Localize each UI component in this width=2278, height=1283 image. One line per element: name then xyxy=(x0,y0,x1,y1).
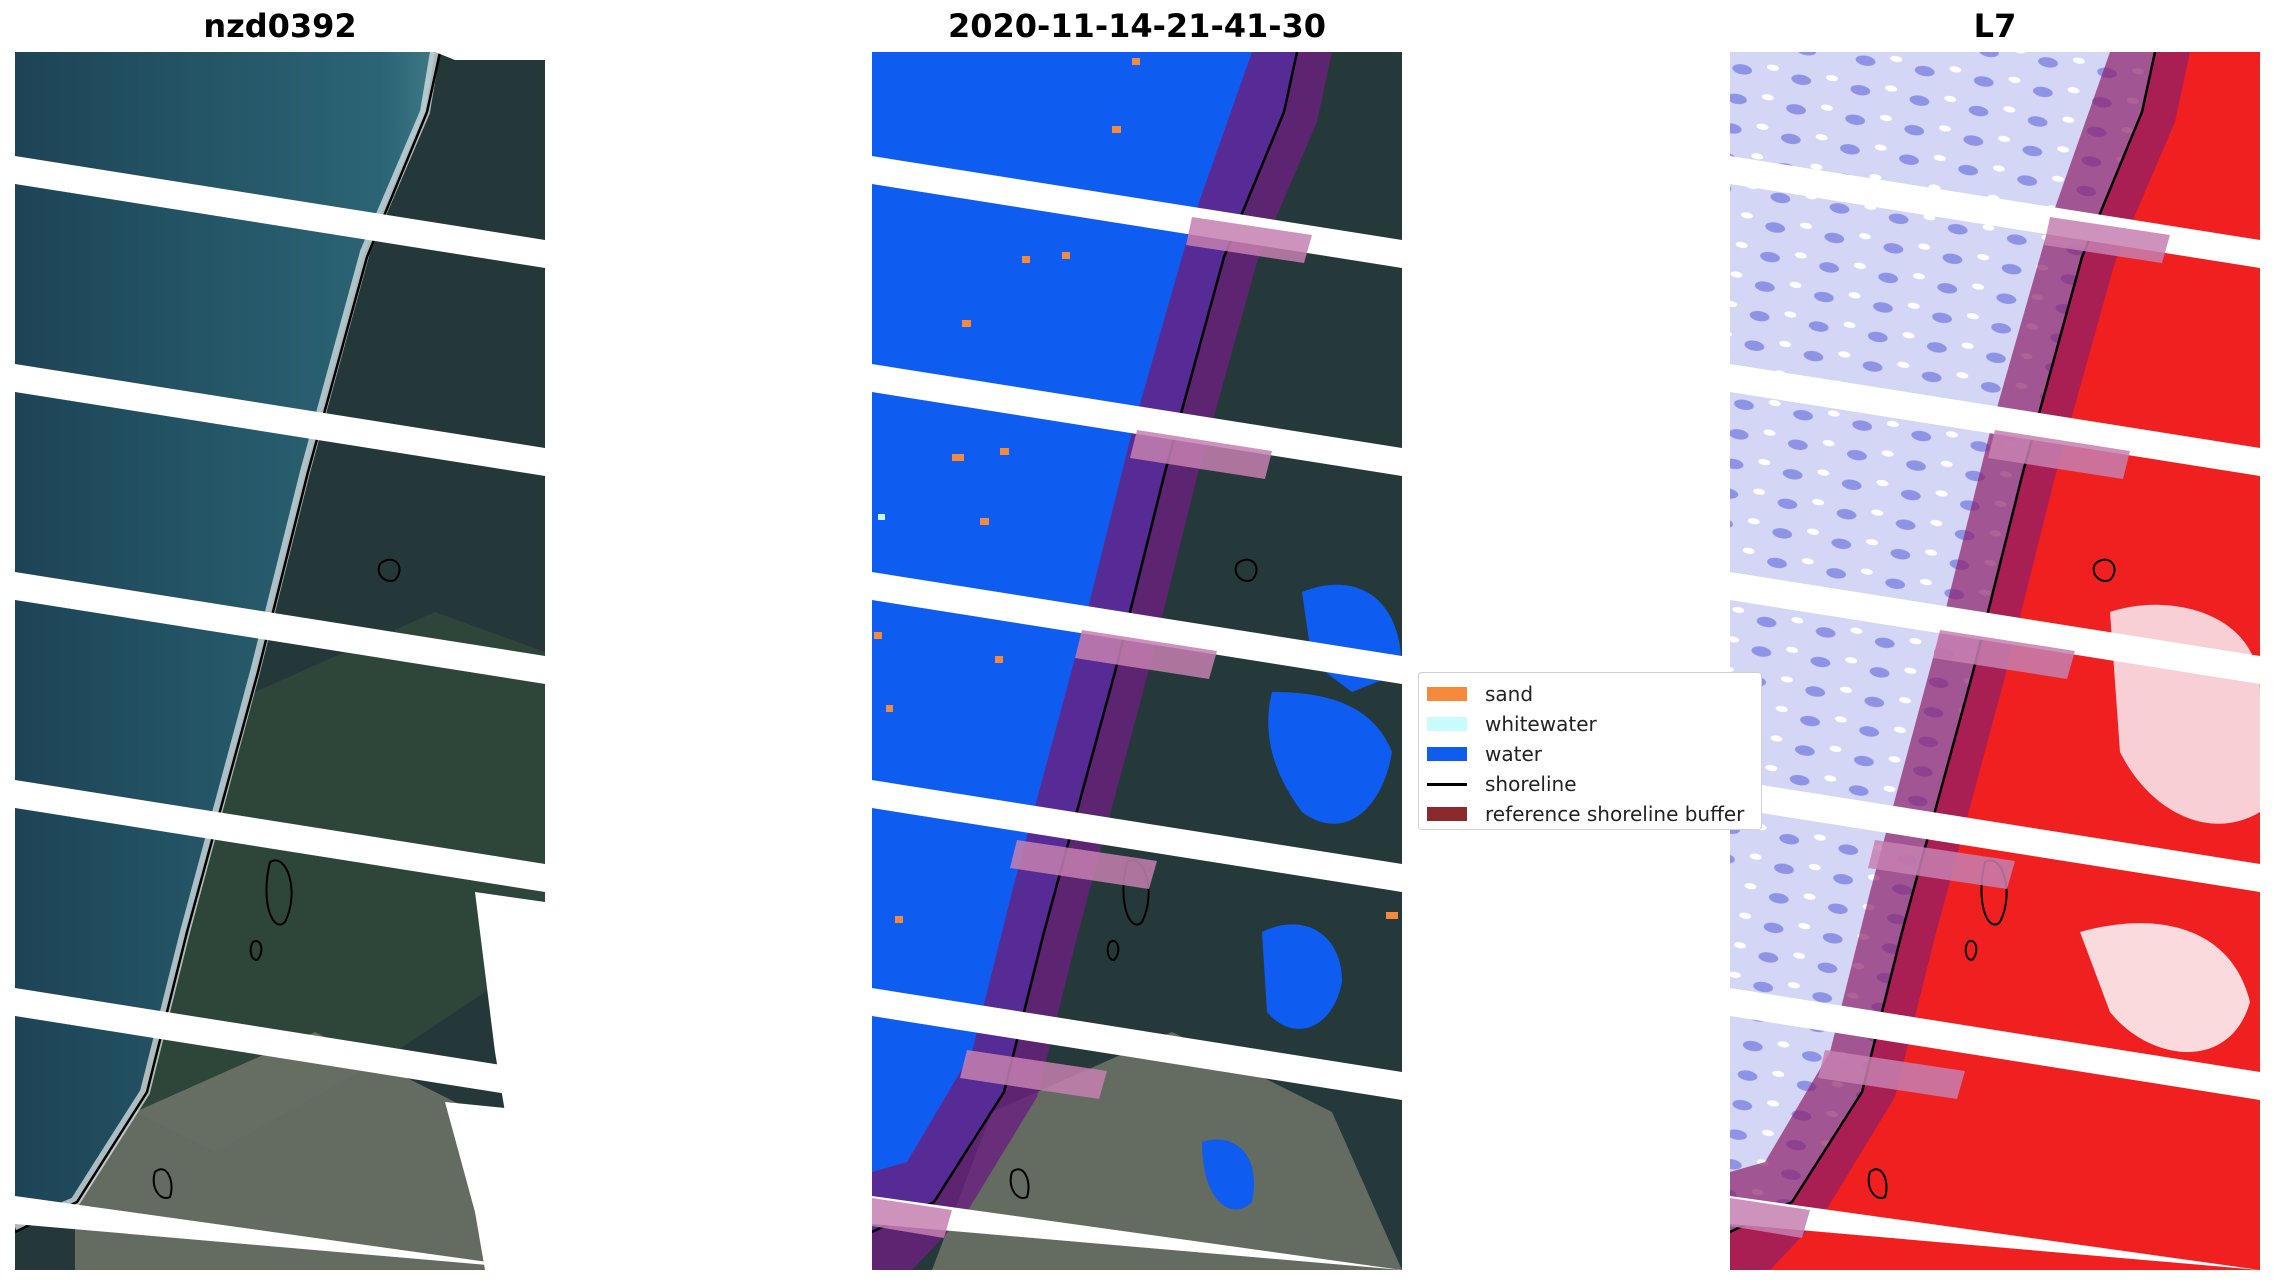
legend-item-shoreline: shoreline xyxy=(1427,769,1753,799)
legend-item-sand: sand xyxy=(1427,679,1753,709)
legend-label: shoreline xyxy=(1485,772,1577,796)
sand-swatch xyxy=(1427,687,1467,701)
classified-image xyxy=(872,52,1402,1270)
rgb-image xyxy=(15,52,545,1270)
shoreline-swatch xyxy=(1427,782,1467,786)
legend-label: sand xyxy=(1485,682,1534,706)
legend-item-buffer: reference shoreline buffer xyxy=(1427,799,1753,829)
legend-label: water xyxy=(1485,742,1542,766)
panel-title-classified: 2020-11-14-21-41-30 xyxy=(947,7,1327,45)
legend-label: reference shoreline buffer xyxy=(1485,802,1745,826)
water-swatch xyxy=(1427,747,1467,761)
whitewater-swatch xyxy=(1427,717,1467,731)
legend-item-whitewater: whitewater xyxy=(1427,709,1753,739)
legend: sand whitewater water shoreline referenc… xyxy=(1418,672,1762,830)
legend-item-water: water xyxy=(1427,739,1753,769)
shoreline-line xyxy=(15,52,442,1234)
classified-image-panel xyxy=(872,52,1402,1270)
buffer-swatch xyxy=(1427,807,1467,821)
index-image xyxy=(1730,52,2260,1270)
index-image-panel xyxy=(1730,52,2260,1270)
shoreline-line xyxy=(1730,52,2157,1234)
shoreline-line xyxy=(872,52,1299,1234)
legend-label: whitewater xyxy=(1485,712,1597,736)
rgb-image-panel xyxy=(15,52,545,1270)
panel-title-index: L7 xyxy=(1973,7,2017,45)
panel-title-rgb: nzd0392 xyxy=(203,7,357,45)
